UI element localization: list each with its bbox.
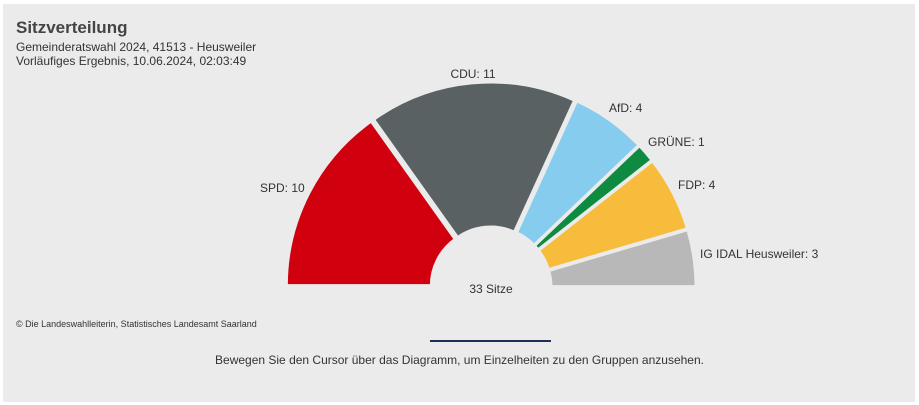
chart-subtitle-status: Vorläufiges Ergebnis, 10.06.2024, 02:03:… (16, 54, 247, 68)
source-credit: © Die Landeswahlleiterin, Statistisches … (16, 319, 257, 329)
label-fdp: FDP: 4 (678, 178, 716, 192)
chart-subtitle-election: Gemeinderatswahl 2024, 41513 - Heusweile… (16, 40, 257, 54)
segment-ig-idal-heusweiler[interactable] (547, 228, 698, 289)
chart-segments[interactable] (284, 80, 698, 289)
interaction-hint: Bewegen Sie den Cursor über das Diagramm… (215, 353, 704, 367)
chart-labels: SPD: 10 CDU: 11 AfD: 4 GRÜNE: 1 FDP: 4 IG IDA… (260, 67, 819, 261)
total-seats-label: 33 Sitze (469, 282, 513, 296)
chart-title: Sitzverteilung (16, 18, 128, 37)
label-afd: AfD: 4 (609, 101, 643, 115)
segment-cdu[interactable] (372, 80, 577, 240)
segment-spd[interactable] (284, 119, 457, 288)
label-cdu: CDU: 11 (450, 67, 495, 81)
label-gr-ne: GRÜNE: 1 (648, 135, 705, 149)
label-spd: SPD: 10 (260, 181, 305, 195)
label-ig-idal-heusweiler: IG IDAL Heusweiler: 3 (700, 247, 819, 261)
divider-line (430, 340, 551, 342)
